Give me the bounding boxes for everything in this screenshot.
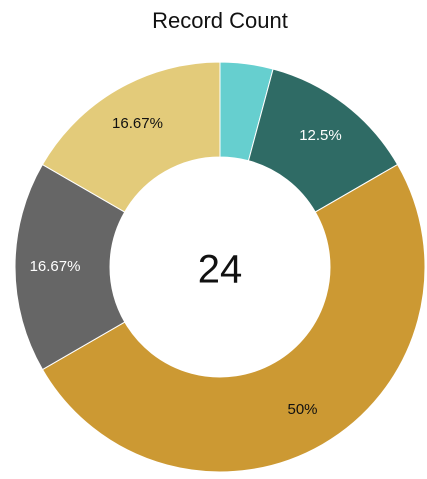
slice-label: 16.67% bbox=[112, 115, 163, 132]
slice-label: 50% bbox=[287, 401, 317, 418]
center-label: 24 bbox=[198, 248, 243, 292]
chart-title: Record Count bbox=[152, 8, 288, 33]
donut-slice bbox=[41, 61, 221, 213]
donut-slice bbox=[41, 163, 426, 473]
slice-label: 12.5% bbox=[299, 127, 342, 144]
slice-label: 16.67% bbox=[30, 258, 81, 275]
slices: 12.5% 50% 16.67% 16.67% bbox=[14, 61, 426, 473]
